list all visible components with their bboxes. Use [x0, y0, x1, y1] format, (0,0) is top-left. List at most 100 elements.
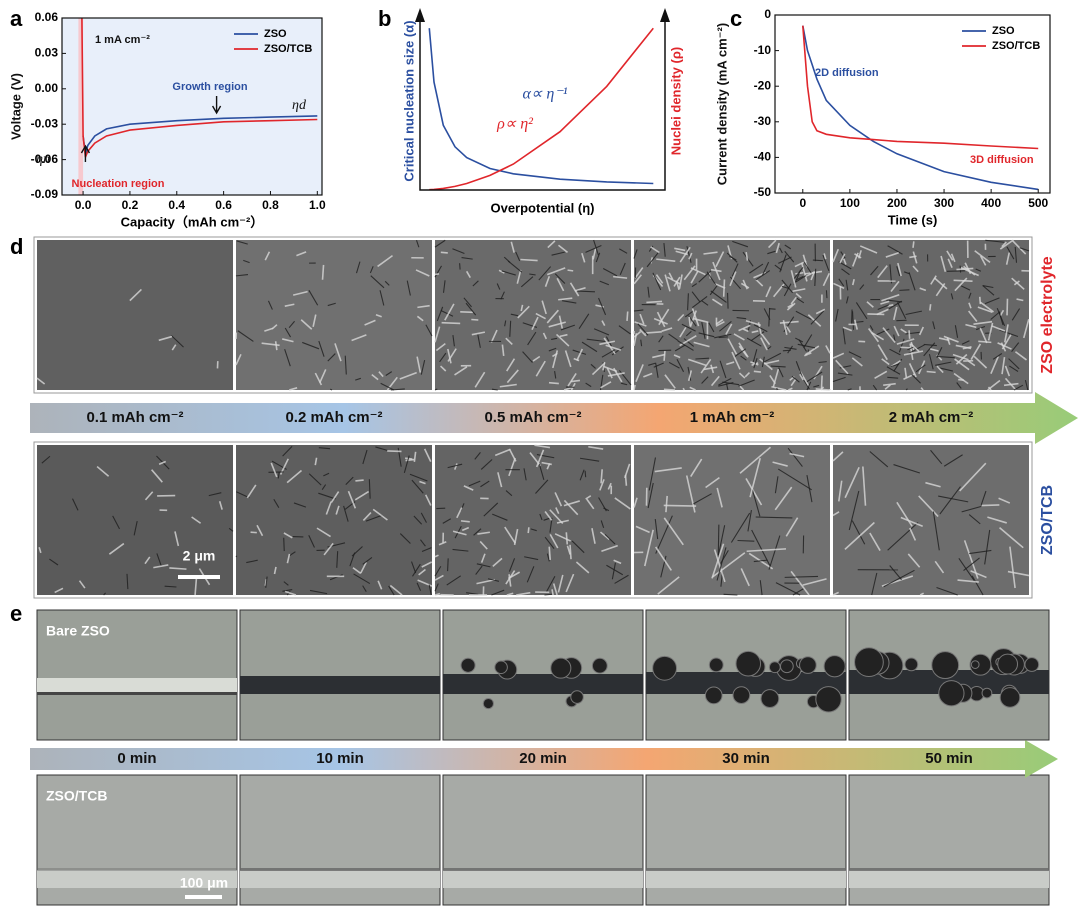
- sem-texture: [461, 521, 470, 522]
- sem-texture: [980, 297, 981, 304]
- sem-image: [236, 445, 432, 595]
- bubble: [551, 658, 571, 678]
- bubble: [1025, 658, 1039, 672]
- y-axis-title: Critical nucleation size (α): [401, 20, 416, 181]
- y-tick-label: -40: [754, 150, 772, 164]
- sem-texture: [323, 265, 324, 280]
- bubble: [592, 658, 607, 673]
- sem-texture: [728, 293, 729, 309]
- sem-texture: [448, 558, 449, 571]
- annotation: 3D diffusion: [970, 154, 1034, 166]
- sem-texture: [724, 594, 738, 595]
- step-label: 2 mAh cm⁻²: [889, 409, 974, 426]
- annotation: Growth region: [172, 81, 247, 93]
- x-tick-label: 0.6: [215, 198, 232, 212]
- optical-image: [240, 610, 440, 740]
- sem-texture: [769, 309, 776, 310]
- sem-texture: [867, 314, 884, 315]
- sem-image: [634, 240, 830, 390]
- sem-texture: [520, 259, 537, 260]
- sem-texture: [664, 351, 665, 361]
- sem-image: [37, 445, 233, 595]
- bubble: [761, 690, 779, 708]
- sem-texture: [900, 347, 911, 348]
- legend-label: ZSO/TCB: [264, 43, 312, 55]
- sem-texture: [816, 389, 830, 390]
- y-tick-label: -0.03: [31, 116, 59, 130]
- electrode-edge: [37, 868, 237, 871]
- bubble: [780, 660, 793, 673]
- electrode: [240, 870, 440, 888]
- annotation: ηd: [292, 98, 307, 113]
- y-tick-label: 0.03: [35, 46, 59, 60]
- annotation: α∝ η⁻¹: [522, 86, 567, 103]
- sem-image: [435, 445, 631, 595]
- sem-texture: [528, 527, 529, 533]
- sem-texture: [688, 293, 689, 310]
- sem-texture: [585, 471, 586, 477]
- annotation: ηn: [36, 152, 50, 167]
- y-tick-label: -0.09: [31, 187, 59, 201]
- sem-image: [37, 240, 233, 390]
- sem-image: [236, 240, 432, 390]
- sem-texture: [980, 505, 999, 506]
- bubble: [824, 656, 845, 677]
- bubble: [971, 661, 979, 669]
- sem-texture: [813, 260, 823, 261]
- sem-texture: [492, 389, 498, 390]
- sem-texture: [634, 385, 635, 390]
- sem-texture: [387, 451, 401, 452]
- scale-bar-label: 100 μm: [180, 875, 228, 891]
- y-axis-title: Current density (mA cm⁻²): [714, 23, 729, 185]
- sem-texture: [664, 389, 675, 390]
- bubble: [932, 652, 959, 679]
- sem-texture: [978, 341, 991, 342]
- step-label: 20 min: [519, 750, 567, 767]
- y-tick-label: -20: [754, 78, 772, 92]
- x-axis-title: Capacity（mAh cm⁻²）: [121, 214, 264, 229]
- bubble: [1000, 688, 1020, 708]
- series-line: [429, 28, 653, 190]
- bubble: [483, 698, 493, 708]
- electrode: [849, 870, 1049, 888]
- y-axis-title: Voltage (V): [8, 73, 23, 140]
- x-tick-label: 1.0: [309, 198, 326, 212]
- sem-texture: [927, 371, 936, 372]
- bubble: [769, 662, 780, 673]
- sem-image: [634, 445, 830, 595]
- bubble: [905, 658, 918, 671]
- bubble: [800, 657, 817, 674]
- annotation: 1 mA cm⁻²: [95, 34, 150, 46]
- step-label: 0 min: [117, 750, 156, 767]
- x-axis-title: Time (s): [888, 212, 938, 227]
- panel-label: c: [730, 6, 742, 31]
- sem-texture: [646, 301, 662, 302]
- bubble: [705, 687, 722, 704]
- y-tick-label: 0.06: [35, 10, 59, 24]
- scale-bar-label: 2 μm: [183, 548, 216, 564]
- x-tick-label: 300: [934, 196, 954, 210]
- x-tick-label: 200: [887, 196, 907, 210]
- sem-texture: [460, 312, 473, 313]
- sem-texture: [664, 505, 696, 506]
- electrode-edge: [240, 868, 440, 871]
- row-label: Bare ZSO: [46, 623, 110, 639]
- bubble: [816, 687, 841, 712]
- sem-texture: [754, 371, 761, 372]
- panel-label: a: [10, 6, 23, 31]
- electrode: [37, 678, 237, 694]
- bubble: [855, 648, 884, 677]
- step-label: 1 mAh cm⁻²: [690, 409, 775, 426]
- bubble: [653, 656, 677, 680]
- row-label: ZSO electrolyte: [1039, 256, 1056, 373]
- step-label: 0.5 mAh cm⁻²: [484, 409, 581, 426]
- legend-label: ZSO: [992, 25, 1015, 37]
- sem-texture: [355, 480, 363, 481]
- sem-texture: [601, 469, 602, 483]
- sem-texture: [627, 311, 628, 320]
- sem-texture: [571, 380, 580, 381]
- panel-label: d: [10, 234, 23, 259]
- sem-texture: [471, 319, 478, 320]
- bubble: [982, 688, 992, 698]
